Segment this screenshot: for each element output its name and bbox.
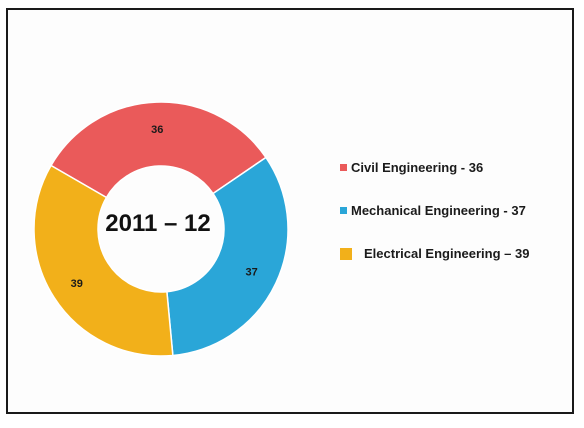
legend-item-civil: Civil Engineering - 36: [340, 160, 529, 175]
legend-label-electrical: Electrical Engineering – 39: [364, 246, 530, 261]
legend-item-mechanical: Mechanical Engineering - 37: [340, 203, 529, 218]
legend: Civil Engineering - 36 Mechanical Engine…: [340, 160, 529, 289]
legend-label-civil: Civil Engineering - 36: [351, 160, 484, 175]
data-label-civil: 36: [151, 124, 163, 136]
legend-item-electrical: Electrical Engineering – 39: [340, 246, 529, 261]
legend-label-mechanical: Mechanical Engineering - 37: [351, 203, 526, 218]
legend-swatch-mechanical: [340, 207, 347, 214]
legend-swatch-civil: [340, 164, 347, 171]
donut-slice-electrical: [33, 164, 174, 357]
chart-center-title: 2011 – 12: [105, 210, 210, 237]
data-label-electrical: 39: [71, 278, 83, 290]
data-label-mechanical: 37: [245, 267, 257, 279]
legend-swatch-electrical: [340, 247, 352, 260]
donut-slice-mechanical: [166, 156, 289, 357]
donut-slice-civil: [49, 101, 267, 199]
